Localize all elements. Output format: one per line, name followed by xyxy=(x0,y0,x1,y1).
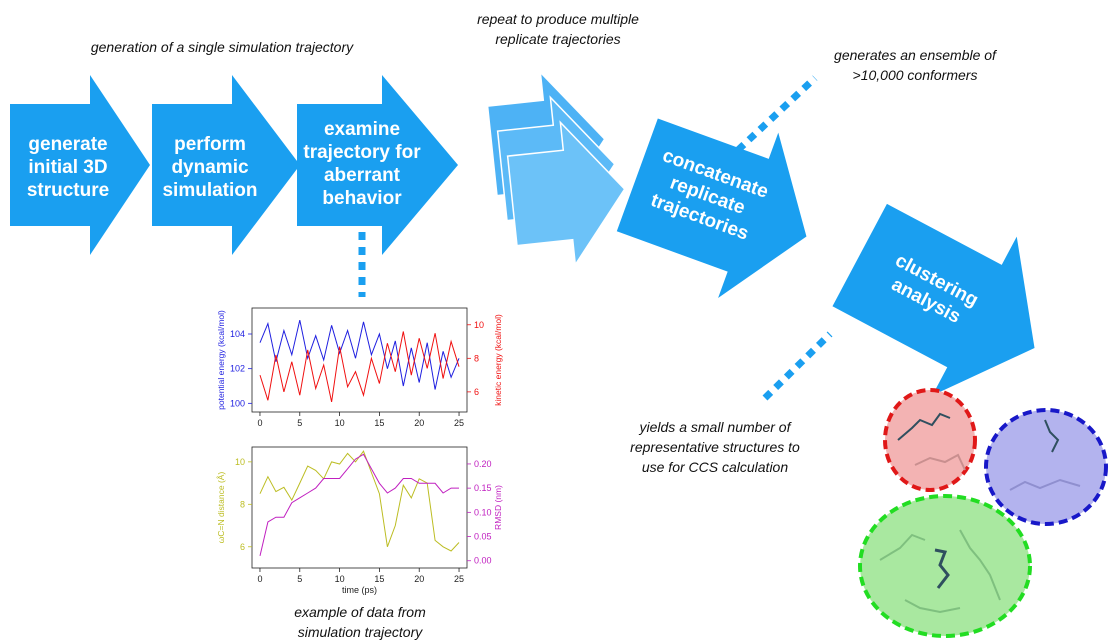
caption: representative structures to xyxy=(630,439,800,455)
y2-tick-label: 0.05 xyxy=(474,532,492,542)
y-tick-label: 102 xyxy=(230,364,245,374)
arrow-label: perform xyxy=(174,134,246,155)
y-tick-label: 10 xyxy=(235,457,245,467)
x-tick-label: 25 xyxy=(454,574,464,584)
connector xyxy=(765,334,830,398)
cluster xyxy=(986,410,1106,524)
caption: generates an ensemble of xyxy=(834,47,998,63)
y-tick-label: 104 xyxy=(230,329,245,339)
x-tick-label: 0 xyxy=(257,418,262,428)
x-tick-label: 20 xyxy=(414,574,424,584)
y2-tick-label: 0.20 xyxy=(474,459,492,469)
plot-frame xyxy=(252,308,467,412)
y2-tick-label: 0.10 xyxy=(474,507,492,517)
caption: replicate trajectories xyxy=(495,31,620,47)
y2-tick-label: 0.00 xyxy=(474,556,492,566)
arrow-label: trajectory for xyxy=(303,142,421,163)
arrow-group: clustering analysis xyxy=(817,176,1076,428)
caption: example of data from xyxy=(294,604,426,620)
x-tick-label: 25 xyxy=(454,418,464,428)
cluster xyxy=(860,496,1030,636)
x-tick-label: 5 xyxy=(297,574,302,584)
x-tick-label: 5 xyxy=(297,418,302,428)
caption: repeat to produce multiple xyxy=(477,11,639,27)
y2-axis-label: RMSD (nm) xyxy=(493,485,503,530)
y2-tick-label: 10 xyxy=(474,320,484,330)
y-tick-label: 6 xyxy=(240,542,245,552)
arrow-group: concatenate replicate trajectories xyxy=(607,92,836,319)
x-axis-label: time (ps) xyxy=(342,585,377,595)
x-tick-label: 0 xyxy=(257,574,262,584)
caption: simulation trajectory xyxy=(298,624,423,640)
arrow-label: generate xyxy=(28,134,107,155)
arrow-label: dynamic xyxy=(171,157,249,178)
caption: generation of a single simulation trajec… xyxy=(91,39,354,55)
y-axis-label: potential energy (kcal/mol) xyxy=(216,310,226,410)
plot-frame xyxy=(252,447,467,568)
diagram: generation of a single simulation trajec… xyxy=(0,0,1112,643)
y2-axis-label: kinetic energy (kcal/mol) xyxy=(493,314,503,406)
caption: yields a small number of xyxy=(639,419,793,435)
caption: >10,000 conformers xyxy=(853,67,978,83)
arrow-label: initial 3D xyxy=(28,157,107,178)
y-tick-label: 8 xyxy=(240,499,245,509)
caption: use for CCS calculation xyxy=(642,459,789,475)
y-tick-label: 100 xyxy=(230,398,245,408)
y-axis-label: ωC=N distance (Å) xyxy=(216,472,226,544)
arrow-label: examine xyxy=(324,119,400,140)
arrow-label: simulation xyxy=(162,180,257,201)
replicate-arrows xyxy=(485,66,632,270)
arrow-label: behavior xyxy=(322,188,402,209)
y2-tick-label: 8 xyxy=(474,353,479,363)
y2-tick-label: 0.15 xyxy=(474,483,492,493)
x-tick-label: 15 xyxy=(374,418,384,428)
arrow-label: aberrant xyxy=(324,165,401,186)
x-tick-label: 15 xyxy=(374,574,384,584)
arrow-label: structure xyxy=(27,180,109,201)
x-tick-label: 20 xyxy=(414,418,424,428)
y2-tick-label: 6 xyxy=(474,387,479,397)
x-tick-label: 10 xyxy=(335,418,345,428)
x-tick-label: 10 xyxy=(335,574,345,584)
